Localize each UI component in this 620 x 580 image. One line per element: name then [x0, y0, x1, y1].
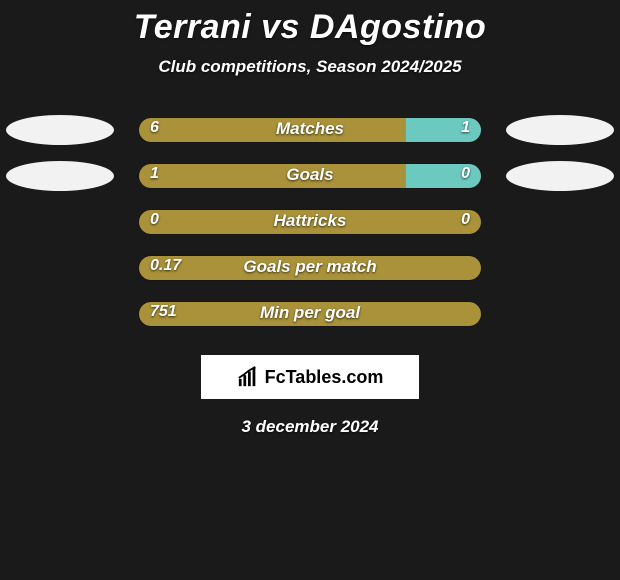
stat-row: Min per goal751 [0, 291, 620, 337]
stat-bar-left [139, 302, 481, 326]
page-title: Terrani vs DAgostino [0, 8, 620, 47]
stat-bar [138, 209, 482, 235]
stat-bar-left [139, 118, 406, 142]
chart-icon [237, 366, 259, 388]
branding-text: FcTables.com [265, 367, 384, 388]
stat-row: Hattricks00 [0, 199, 620, 245]
stat-bar [138, 163, 482, 189]
stat-row: Matches61 [0, 107, 620, 153]
stat-bar-right [406, 164, 481, 188]
stat-bar [138, 255, 482, 281]
stat-bar-right [406, 118, 481, 142]
stat-bar [138, 301, 482, 327]
stat-row: Goals10 [0, 153, 620, 199]
page-subtitle: Club competitions, Season 2024/2025 [0, 57, 620, 77]
container: Terrani vs DAgostino Club competitions, … [0, 0, 620, 580]
stat-bar [138, 117, 482, 143]
right-ellipse [506, 161, 614, 191]
stat-bar-left [139, 164, 406, 188]
stat-bar-left [139, 210, 481, 234]
stat-bar-left [139, 256, 481, 280]
stats-section: Matches61Goals10Hattricks00Goals per mat… [0, 107, 620, 337]
left-ellipse [6, 115, 114, 145]
right-ellipse [506, 115, 614, 145]
date-text: 3 december 2024 [0, 417, 620, 437]
stat-row: Goals per match0.17 [0, 245, 620, 291]
left-ellipse [6, 161, 114, 191]
branding-box: FcTables.com [201, 355, 419, 399]
